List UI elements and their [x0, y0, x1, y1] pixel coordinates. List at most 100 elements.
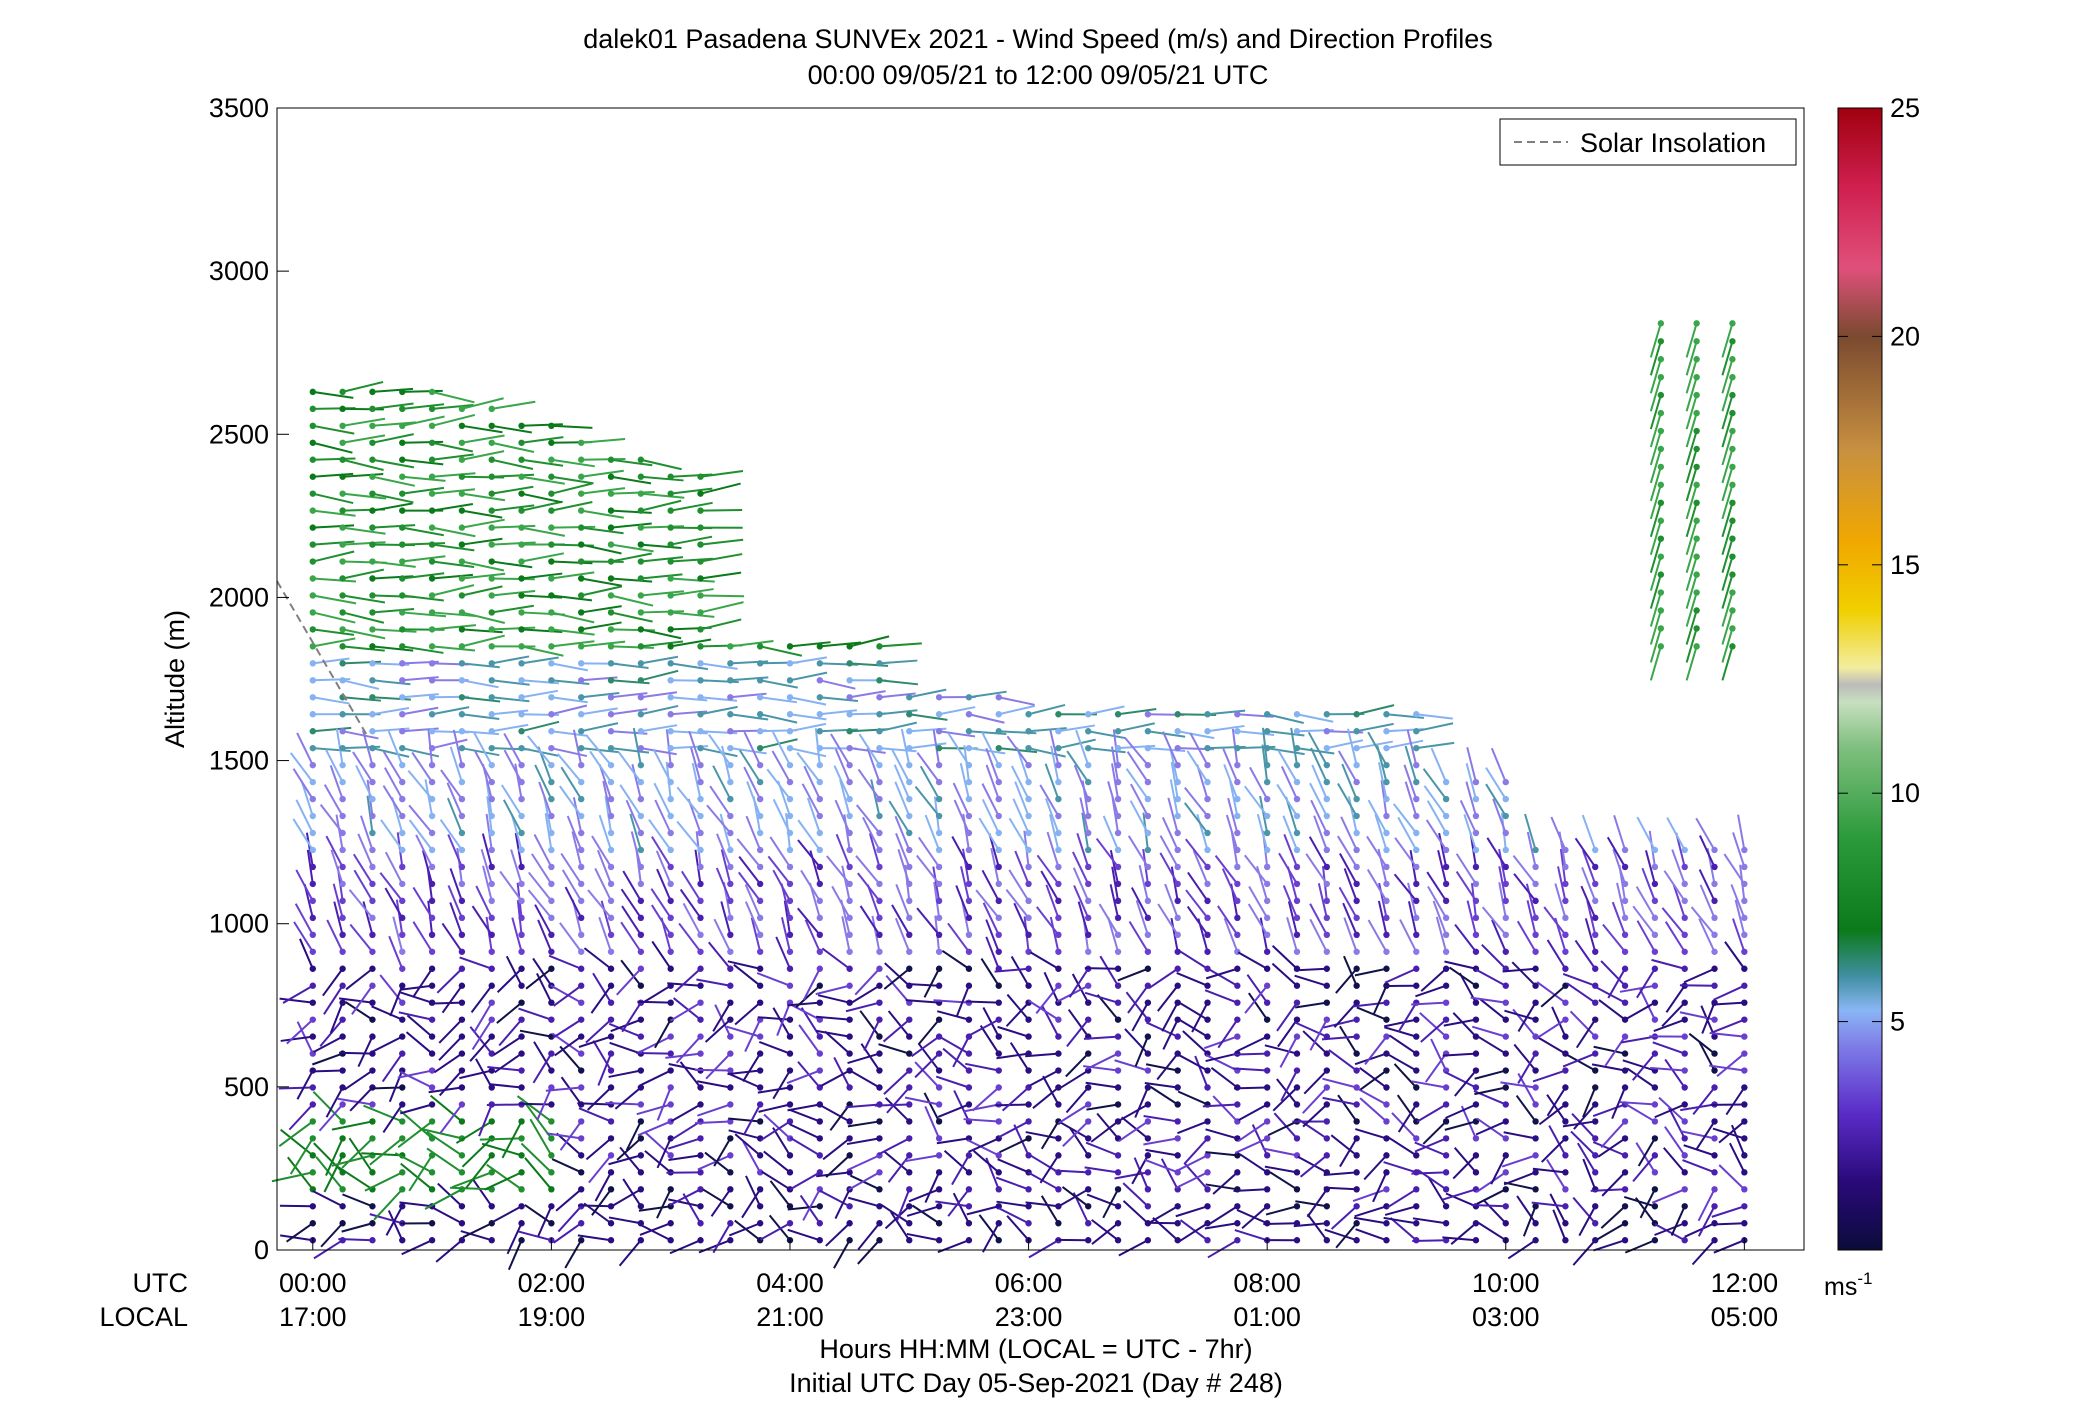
- wind-barb-point: [727, 1186, 734, 1193]
- wind-barb-point: [786, 1067, 794, 1074]
- wind-barb-shaft: [592, 1040, 612, 1072]
- wind-barb-shaft: [1179, 1219, 1209, 1242]
- wind-barb-shaft: [352, 751, 374, 783]
- wind-barb-point: [1114, 880, 1122, 888]
- wind-barb-shaft: [650, 888, 672, 919]
- x-tick-label-utc: 12:00: [1711, 1268, 1779, 1298]
- wind-barb-shaft: [1649, 448, 1662, 484]
- wind-barb-point: [607, 1050, 615, 1057]
- wind-barb-shaft: [359, 815, 374, 851]
- wind-barb-point: [1532, 982, 1539, 989]
- wind-barb-point: [1204, 1016, 1211, 1023]
- wind-barb-point: [1693, 320, 1700, 327]
- wind-barb-shaft: [917, 1019, 940, 1045]
- wind-barb-point: [965, 1050, 973, 1057]
- wind-barb-point: [1263, 1203, 1271, 1210]
- wind-barb-shaft: [947, 733, 970, 766]
- wind-barb-point: [458, 439, 466, 446]
- wind-barb-point: [1442, 1067, 1450, 1074]
- wind-barb-shaft: [1552, 1209, 1567, 1241]
- wind-barb-point: [458, 1237, 466, 1244]
- wind-barb-shaft: [1516, 1195, 1537, 1224]
- wind-barb-point: [1651, 1050, 1659, 1057]
- wind-barb-point: [548, 1169, 555, 1176]
- wind-barb-shaft: [1612, 848, 1627, 885]
- wind-barb-shaft: [402, 611, 447, 618]
- wind-barb-point: [876, 829, 883, 837]
- wind-barb-point: [548, 846, 555, 854]
- wind-barb-point: [369, 744, 376, 752]
- wind-barb-shaft: [713, 918, 732, 953]
- wind-barb-point: [578, 507, 585, 514]
- wind-barb-point: [727, 897, 734, 905]
- wind-barb-shaft: [322, 968, 344, 997]
- wind-barb-shaft: [682, 1193, 702, 1224]
- wind-barb-point: [1263, 1118, 1271, 1125]
- wind-barb-point: [935, 1118, 943, 1125]
- wind-barb-shaft: [1624, 1102, 1656, 1123]
- wind-barb-shaft: [342, 645, 385, 652]
- wind-barb-shaft: [1225, 814, 1239, 851]
- wind-barb-shaft: [1202, 1103, 1238, 1108]
- wind-barb-shaft: [462, 1222, 493, 1239]
- wind-barb-point: [339, 829, 346, 837]
- wind-barb-point: [369, 405, 376, 413]
- wind-barb-shaft: [708, 733, 732, 766]
- wind-barb-shaft: [551, 482, 593, 495]
- wind-barb-point: [1532, 1135, 1539, 1142]
- wind-barb-shaft: [441, 922, 463, 953]
- wind-barb-shaft: [1179, 1222, 1209, 1242]
- wind-barb-shaft: [355, 765, 374, 800]
- wind-barb-point: [369, 592, 376, 599]
- wind-barb-shaft: [1367, 919, 1388, 953]
- wind-barb-point: [995, 1186, 1002, 1193]
- wind-barb-shaft: [1232, 1067, 1268, 1072]
- wind-barb-shaft: [1477, 1035, 1507, 1055]
- wind-barb-shaft: [690, 747, 702, 783]
- wind-barb-point: [428, 575, 436, 582]
- wind-barb-point: [1741, 1135, 1748, 1142]
- wind-barb-point: [727, 660, 734, 667]
- wind-barb-shaft: [859, 1010, 881, 1038]
- wind-barb-shaft: [1490, 1154, 1507, 1185]
- wind-barb-point: [607, 507, 615, 514]
- wind-barb-shaft: [1341, 763, 1358, 800]
- wind-barb-point: [339, 982, 346, 989]
- wind-barb-point: [935, 914, 943, 922]
- wind-barb-point: [965, 931, 973, 939]
- wind-barb-point: [1502, 829, 1509, 837]
- wind-barb-point: [518, 1016, 525, 1023]
- wind-barb-point: [727, 1220, 734, 1227]
- wind-barb-shaft: [1143, 1115, 1178, 1123]
- wind-barb-shaft: [362, 730, 374, 766]
- wind-barb-shaft: [630, 831, 642, 868]
- wind-barb-shaft: [775, 936, 791, 970]
- wind-barb-point: [1592, 1016, 1599, 1023]
- wind-barb-shaft: [654, 799, 672, 834]
- wind-barb-point: [1657, 463, 1665, 471]
- wind-barb-point: [1204, 1135, 1211, 1142]
- wind-barb-point: [488, 507, 495, 514]
- wind-barb-shaft: [787, 1001, 820, 1007]
- wind-barb-shaft: [313, 1035, 344, 1053]
- wind-barb-point: [1383, 1067, 1390, 1074]
- wind-barb-shaft: [482, 865, 493, 902]
- x-tick-label-local: 03:00: [1472, 1302, 1540, 1332]
- wind-barb-shaft: [1346, 728, 1358, 766]
- wind-barb-shaft: [372, 402, 414, 410]
- wind-barb-point: [1657, 338, 1665, 345]
- wind-barb-point: [578, 914, 585, 922]
- wind-barb-point: [548, 880, 555, 888]
- wind-barb-point: [1263, 931, 1271, 939]
- wind-barb-point: [1413, 846, 1420, 854]
- wind-barb-shaft: [312, 540, 355, 546]
- wind-barb-shaft: [1574, 837, 1597, 868]
- wind-barb-point: [518, 999, 525, 1006]
- wind-barb-shaft: [1721, 556, 1734, 591]
- wind-barb-shaft: [845, 1103, 880, 1109]
- wind-barb-point: [1085, 897, 1092, 905]
- wind-barb-point: [1592, 1203, 1599, 1210]
- wind-barb-point: [1323, 965, 1331, 972]
- wind-barb-shaft: [1569, 1010, 1596, 1038]
- wind-barb-shaft: [1517, 1053, 1537, 1084]
